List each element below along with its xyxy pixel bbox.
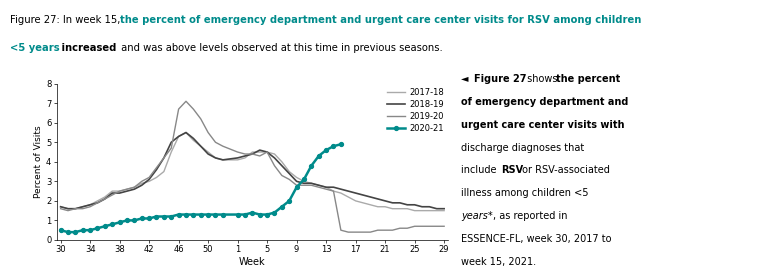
Text: illness among children <5: illness among children <5	[461, 188, 589, 198]
2017-18	[56, 205, 65, 208]
2018-19	[56, 205, 65, 208]
2020-21	[144, 217, 153, 220]
Text: ◄: ◄	[461, 74, 472, 84]
Text: include: include	[461, 165, 500, 175]
Text: and was above levels observed at this time in previous seasons.: and was above levels observed at this ti…	[118, 43, 442, 53]
2020-21	[115, 221, 124, 224]
2020-21	[56, 229, 65, 232]
2019-20	[86, 205, 95, 208]
Text: shows: shows	[524, 74, 561, 84]
2020-21	[64, 230, 73, 234]
2017-18	[181, 131, 191, 134]
2019-20	[247, 152, 257, 156]
2020-21	[329, 145, 338, 148]
2020-21	[277, 205, 286, 208]
2017-18	[86, 203, 95, 206]
2020-21	[307, 164, 316, 167]
Line: 2019-20: 2019-20	[61, 101, 444, 232]
Text: of emergency department and: of emergency department and	[461, 97, 629, 107]
2020-21	[219, 213, 228, 216]
Text: increased: increased	[58, 43, 116, 53]
X-axis label: Week: Week	[239, 257, 266, 267]
2020-21	[78, 229, 87, 232]
2018-19	[203, 152, 213, 156]
Text: RSV: RSV	[501, 165, 523, 175]
2017-18	[410, 209, 419, 212]
2018-19	[322, 186, 331, 189]
2018-19	[181, 131, 191, 134]
2020-21	[174, 213, 183, 216]
2020-21	[167, 215, 176, 218]
2020-21	[130, 219, 139, 222]
2020-21	[152, 215, 161, 218]
2020-21	[292, 186, 301, 189]
Text: the percent: the percent	[556, 74, 620, 84]
2018-19	[277, 164, 286, 167]
2018-19	[93, 201, 102, 205]
2020-21	[137, 217, 146, 220]
2019-20	[196, 117, 205, 121]
Text: ESSENCE-FL, week 30, 2017 to: ESSENCE-FL, week 30, 2017 to	[461, 234, 612, 244]
2020-21	[336, 143, 345, 146]
Text: years*: years*	[461, 211, 493, 221]
2020-21	[241, 213, 250, 216]
2020-21	[108, 223, 117, 226]
Text: week 15, 2021.: week 15, 2021.	[461, 257, 537, 267]
Text: Figure 27: In week 15,: Figure 27: In week 15,	[10, 15, 124, 25]
2017-18	[439, 209, 449, 212]
Text: the percent of emergency department and urgent care center visits for RSV among : the percent of emergency department and …	[120, 15, 641, 25]
2017-18	[270, 152, 279, 156]
Text: urgent care center visits with: urgent care center visits with	[461, 120, 625, 130]
2017-18	[300, 180, 309, 183]
Legend: 2017-18, 2018-19, 2019-20, 2020-21: 2017-18, 2018-19, 2019-20, 2020-21	[383, 85, 448, 136]
2020-21	[255, 213, 264, 216]
Line: 2020-21: 2020-21	[58, 142, 343, 234]
2019-20	[314, 186, 323, 189]
2020-21	[100, 225, 109, 228]
2018-19	[439, 207, 449, 210]
2017-18	[247, 150, 257, 154]
2019-20	[270, 164, 279, 167]
2020-21	[322, 148, 331, 152]
2018-19	[307, 182, 316, 185]
Text: discharge diagnoses that: discharge diagnoses that	[461, 143, 584, 153]
2018-19	[255, 148, 264, 152]
2020-21	[314, 154, 323, 158]
2017-18	[196, 145, 205, 148]
2019-20	[300, 184, 309, 187]
2020-21	[203, 213, 213, 216]
Y-axis label: Percent of Visits: Percent of Visits	[34, 126, 43, 198]
2020-21	[233, 213, 242, 216]
2019-20	[181, 100, 191, 103]
2020-21	[285, 199, 294, 203]
2019-20	[439, 225, 449, 228]
2019-20	[56, 207, 65, 210]
2020-21	[247, 211, 257, 214]
2020-21	[86, 229, 95, 232]
Text: , as reported in: , as reported in	[493, 211, 568, 221]
Text: or RSV-associated: or RSV-associated	[519, 165, 610, 175]
Text: <5 years: <5 years	[10, 43, 59, 53]
2020-21	[122, 219, 131, 222]
2020-21	[300, 178, 309, 181]
2019-20	[344, 230, 353, 234]
2020-21	[211, 213, 220, 216]
2020-21	[196, 213, 205, 216]
Text: Figure 27: Figure 27	[474, 74, 527, 84]
2017-18	[314, 184, 323, 187]
2020-21	[189, 213, 198, 216]
2020-21	[270, 211, 279, 214]
2020-21	[93, 227, 102, 230]
Line: 2017-18: 2017-18	[61, 133, 444, 211]
2020-21	[159, 215, 168, 218]
2020-21	[181, 213, 191, 216]
2020-21	[263, 213, 272, 216]
Line: 2018-19: 2018-19	[61, 133, 444, 209]
2020-21	[71, 230, 80, 234]
2018-19	[64, 207, 73, 210]
